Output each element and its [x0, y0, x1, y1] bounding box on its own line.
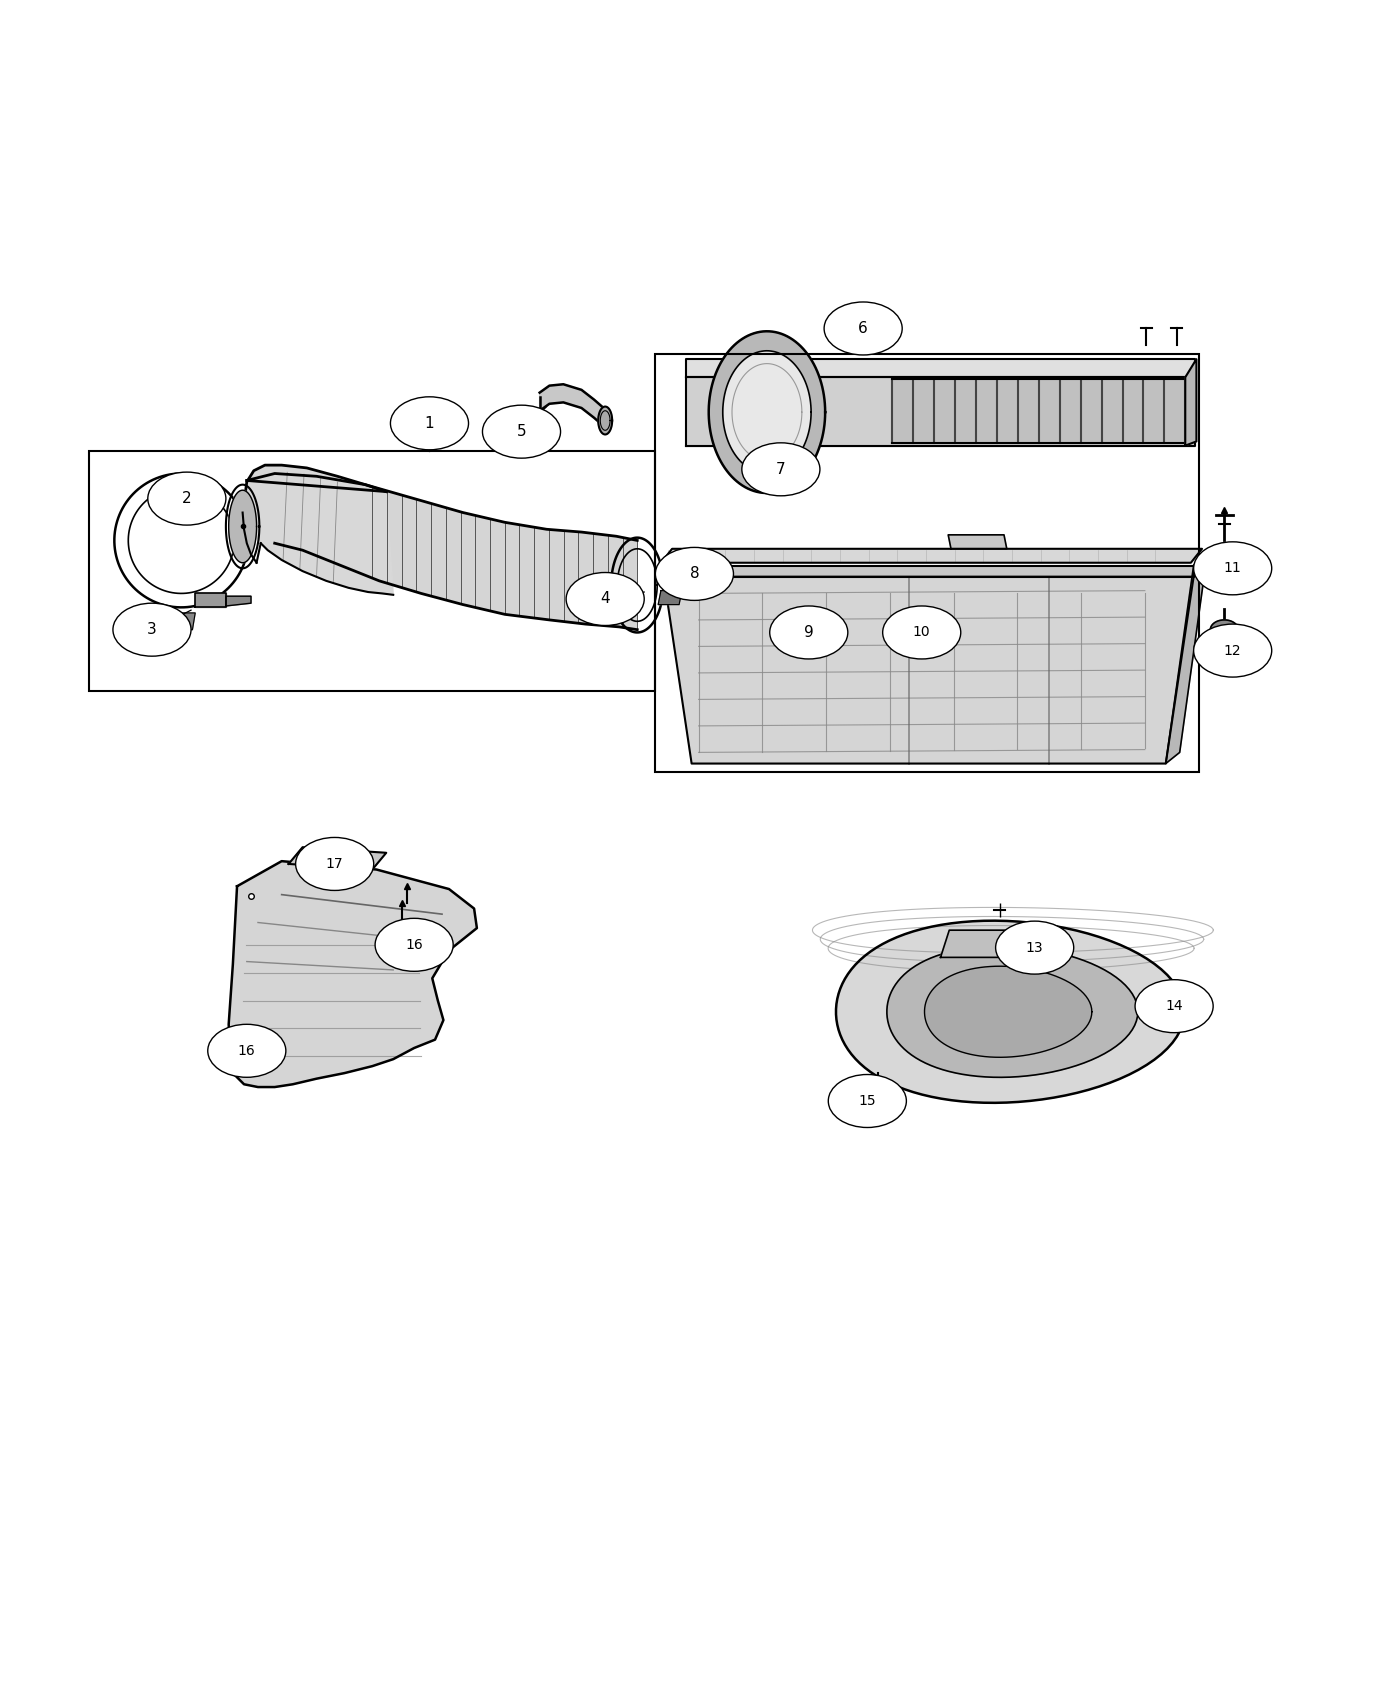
Ellipse shape — [375, 918, 454, 971]
Text: 6: 6 — [858, 321, 868, 337]
Ellipse shape — [207, 1025, 286, 1078]
Ellipse shape — [1194, 624, 1271, 677]
Polygon shape — [1186, 359, 1197, 445]
Ellipse shape — [295, 838, 374, 891]
Polygon shape — [1211, 620, 1238, 639]
Ellipse shape — [483, 405, 560, 459]
Polygon shape — [242, 466, 393, 595]
Polygon shape — [661, 549, 1203, 563]
Polygon shape — [664, 566, 1194, 576]
Polygon shape — [1166, 551, 1208, 763]
Polygon shape — [195, 593, 225, 607]
Polygon shape — [228, 490, 256, 563]
Ellipse shape — [829, 1074, 906, 1127]
Polygon shape — [288, 847, 386, 869]
Polygon shape — [686, 359, 1196, 377]
Text: 11: 11 — [1224, 561, 1242, 575]
Polygon shape — [924, 966, 1092, 1057]
Polygon shape — [892, 379, 1186, 442]
Text: 10: 10 — [913, 626, 931, 639]
Ellipse shape — [825, 303, 902, 355]
Ellipse shape — [113, 604, 190, 656]
Text: 16: 16 — [405, 938, 423, 952]
Text: 5: 5 — [517, 425, 526, 439]
Polygon shape — [686, 377, 1196, 445]
Ellipse shape — [655, 547, 734, 600]
Polygon shape — [539, 384, 605, 427]
Text: 4: 4 — [601, 592, 610, 607]
Text: 14: 14 — [1165, 1000, 1183, 1013]
Polygon shape — [664, 576, 1194, 763]
Polygon shape — [836, 921, 1184, 1103]
Text: 3: 3 — [147, 622, 157, 638]
Polygon shape — [168, 614, 195, 629]
Text: 1: 1 — [424, 416, 434, 430]
Text: 13: 13 — [1026, 940, 1043, 955]
Text: 15: 15 — [858, 1095, 876, 1108]
Text: 17: 17 — [326, 857, 343, 870]
Text: 12: 12 — [1224, 644, 1242, 658]
Ellipse shape — [566, 573, 644, 626]
Polygon shape — [658, 590, 682, 605]
Bar — [655, 354, 1200, 772]
Ellipse shape — [1194, 542, 1271, 595]
Polygon shape — [886, 947, 1138, 1078]
Polygon shape — [598, 406, 612, 435]
Ellipse shape — [882, 605, 960, 660]
Polygon shape — [225, 597, 251, 605]
Polygon shape — [246, 474, 637, 629]
Text: 16: 16 — [238, 1044, 256, 1057]
Bar — [90, 450, 655, 690]
Polygon shape — [722, 350, 811, 474]
Ellipse shape — [148, 473, 225, 525]
Ellipse shape — [391, 396, 469, 450]
Text: 7: 7 — [776, 462, 785, 476]
Polygon shape — [948, 536, 1007, 549]
Text: 2: 2 — [182, 491, 192, 507]
Text: 8: 8 — [690, 566, 699, 581]
Ellipse shape — [1135, 979, 1214, 1032]
Text: 9: 9 — [804, 626, 813, 639]
Polygon shape — [708, 332, 825, 493]
Ellipse shape — [995, 921, 1074, 974]
Polygon shape — [228, 862, 477, 1086]
Polygon shape — [941, 930, 1046, 957]
Ellipse shape — [742, 442, 820, 496]
Ellipse shape — [770, 605, 848, 660]
